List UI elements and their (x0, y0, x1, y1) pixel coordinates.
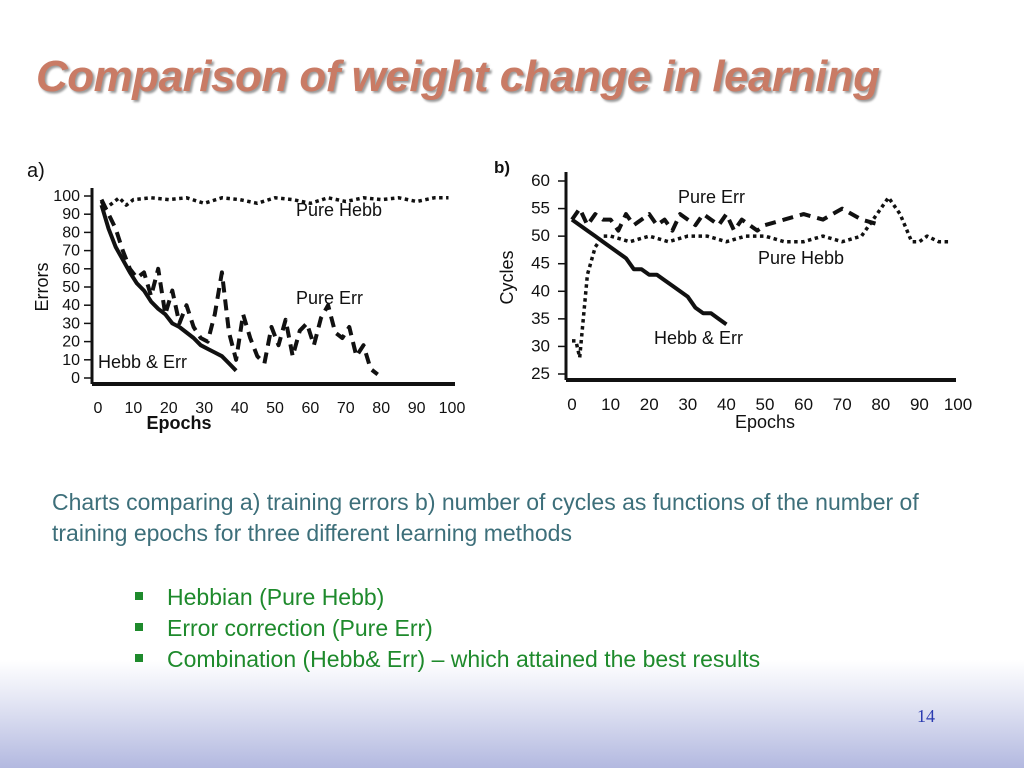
series-line-pure-hebb (99, 196, 449, 211)
x-tick-label: 50 (266, 400, 284, 417)
x-tick-label: 20 (160, 400, 178, 417)
x-tick-label: 90 (408, 400, 426, 417)
x-axis-label: Epochs (735, 412, 795, 432)
series-label-hebb-err: Hebb & Err (98, 352, 187, 372)
series-line-hebb-err (570, 217, 728, 327)
x-tick-label: 0 (94, 400, 103, 417)
slide-caption: Charts comparing a) training errors b) n… (52, 489, 919, 546)
x-tick-label: 20 (640, 395, 659, 414)
y-tick-label: 40 (531, 281, 550, 300)
x-tick-label: 70 (337, 400, 355, 417)
square-bullet-icon (135, 653, 143, 662)
square-bullet-icon (135, 622, 143, 631)
y-tick-label: 90 (62, 206, 80, 223)
bullet-text: Combination (Hebb& Err) – which attained… (167, 646, 761, 672)
y-axis-label: Cycles (497, 250, 517, 304)
y-tick-label: 60 (531, 171, 550, 190)
y-tick-label: 55 (531, 199, 550, 218)
y-tick-label: 50 (531, 226, 550, 245)
square-bullet-icon (135, 591, 143, 600)
bullet-text: Error correction (Pure Err) (167, 615, 433, 641)
x-tick-label: 30 (195, 400, 213, 417)
list-item: Combination (Hebb& Err) – which attained… (135, 644, 760, 675)
y-tick-label: 50 (62, 279, 80, 296)
series-label-pure-hebb: Pure Hebb (296, 200, 382, 220)
y-tick-label: 70 (62, 243, 80, 260)
y-tick-label: 25 (531, 364, 550, 383)
x-tick-label: 60 (794, 395, 813, 414)
x-tick-label: 80 (871, 395, 890, 414)
y-tick-label: 100 (53, 188, 80, 205)
y-tick-label: 0 (71, 370, 80, 387)
chart-b-cycles: 60 55 50 45 40 35 30 25 0 10 20 30 40 50 60 70 80 90 100 Ep… (497, 171, 972, 432)
y-tick-label: 20 (62, 334, 80, 351)
x-tick-label: 0 (567, 395, 576, 414)
x-tick-label: 100 (944, 395, 972, 414)
series-line-pure-hebb (572, 195, 951, 360)
panel-label-a: a) (27, 160, 45, 182)
x-tick-label: 70 (833, 395, 852, 414)
bullet-text: Hebbian (Pure Hebb) (167, 584, 385, 610)
x-tick-label: 100 (439, 400, 466, 417)
series-line-hebb-err (99, 204, 238, 373)
series-label-pure-err: Pure Err (678, 187, 745, 207)
series-line-pure-err (570, 206, 882, 233)
page-number: 14 (917, 706, 935, 726)
x-tick-label: 10 (125, 400, 143, 417)
x-tick-label: 60 (302, 400, 320, 417)
y-tick-label: 10 (62, 352, 80, 369)
x-tick-label: 40 (717, 395, 736, 414)
x-tick-label: 50 (756, 395, 775, 414)
list-item: Hebbian (Pure Hebb) (135, 582, 760, 613)
slide-title: Comparison of weight change in learning (36, 52, 880, 101)
list-item: Error correction (Pure Err) (135, 613, 760, 644)
series-label-hebb-err: Hebb & Err (654, 328, 743, 348)
y-tick-label: 60 (62, 261, 80, 278)
footer-gradient-band (0, 660, 1024, 768)
y-tick-label: 45 (531, 254, 550, 273)
y-tick-label: 80 (62, 224, 80, 241)
x-tick-label: 90 (910, 395, 929, 414)
x-axis-label: Epochs (146, 413, 211, 433)
y-tick-label: 30 (531, 336, 550, 355)
panel-label-b: b) (494, 158, 511, 177)
y-tick-label: 40 (62, 297, 80, 314)
y-tick-label: 30 (62, 315, 80, 332)
y-axis-label: Errors (32, 263, 52, 312)
series-label-pure-hebb: Pure Hebb (758, 248, 844, 268)
y-tick-label: 35 (531, 309, 550, 328)
series-line-pure-err (99, 198, 379, 376)
methods-list: Hebbian (Pure Hebb) Error correction (Pu… (135, 582, 760, 675)
series-label-pure-err: Pure Err (296, 288, 363, 308)
x-tick-label: 40 (231, 400, 249, 417)
x-tick-label: 10 (601, 395, 620, 414)
x-tick-label: 80 (372, 400, 390, 417)
x-tick-label: 30 (678, 395, 697, 414)
